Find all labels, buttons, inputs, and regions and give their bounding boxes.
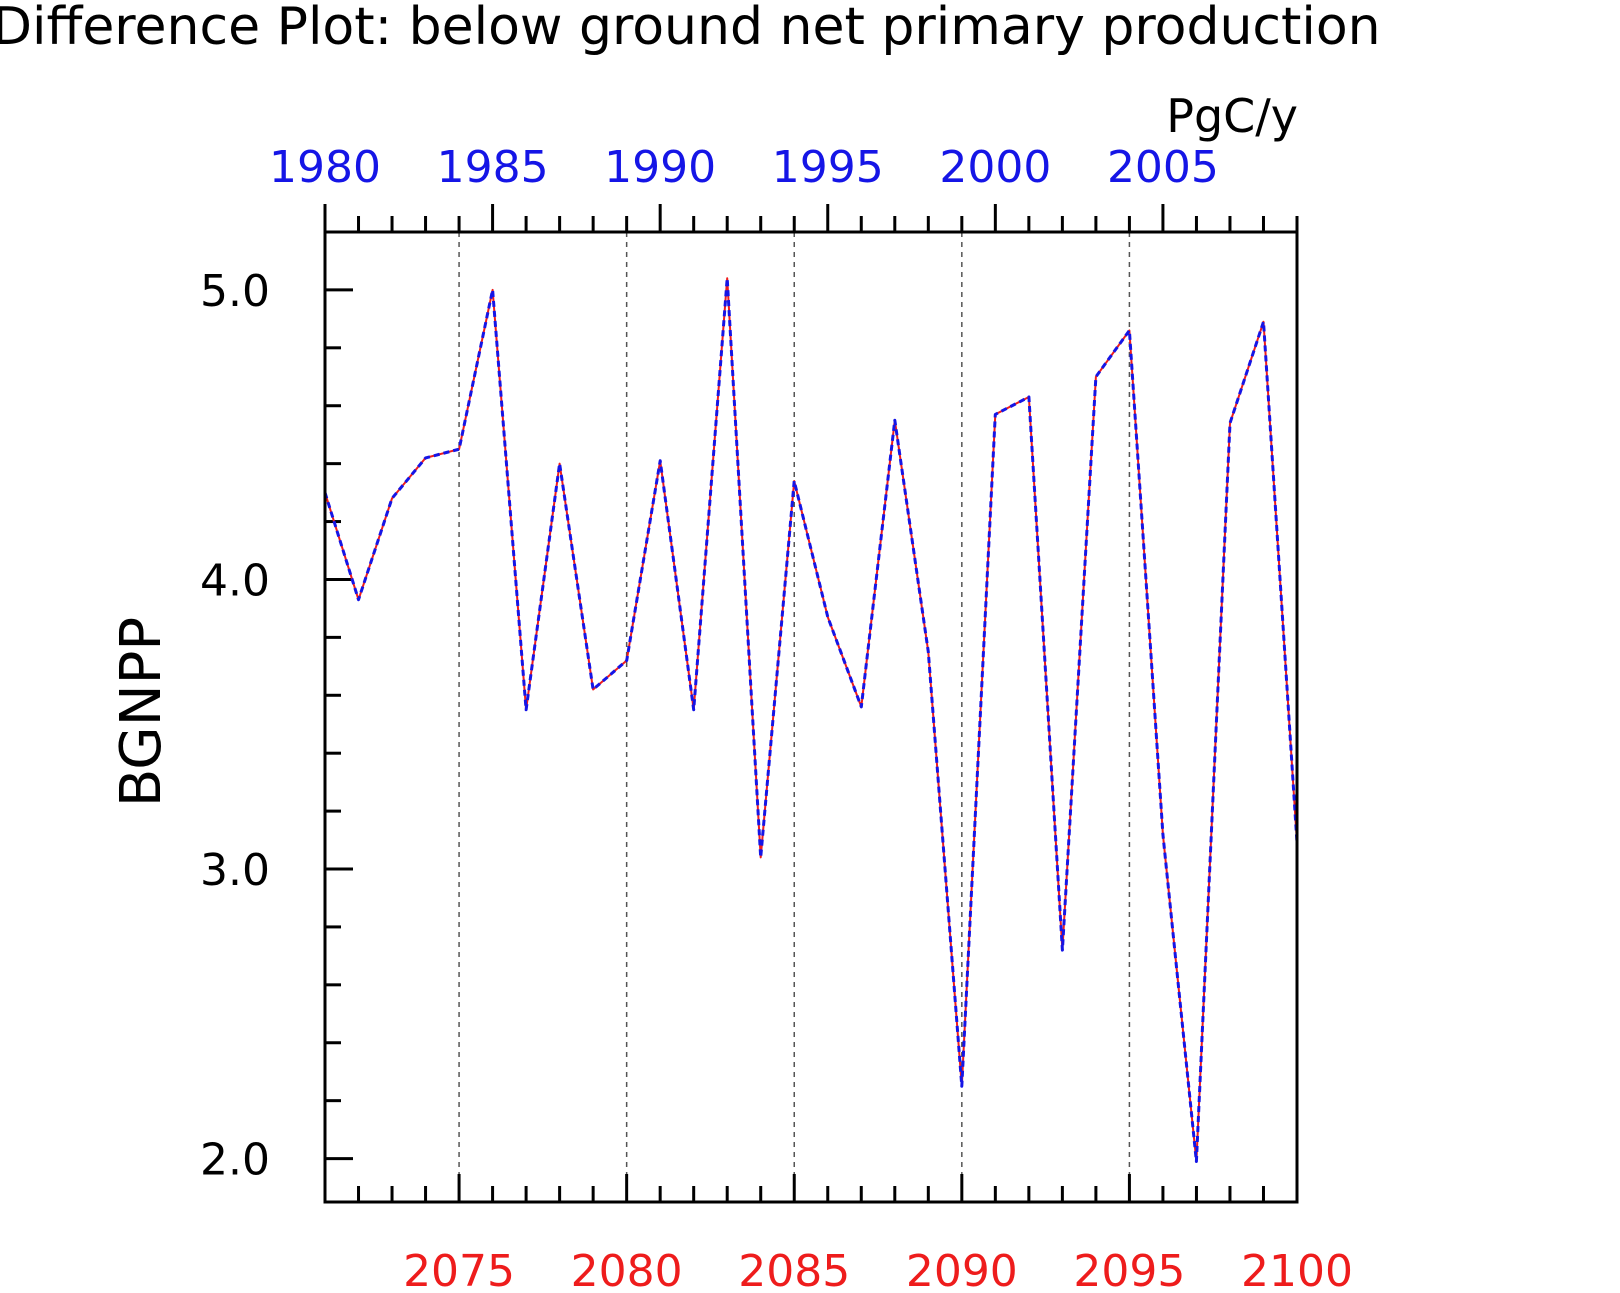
x-bottom-tick-label: 2075 [403, 1246, 515, 1293]
axis-ticks [323, 204, 1299, 1202]
x-bottom-tick-label: 2085 [738, 1246, 850, 1293]
series-line-blue [323, 276, 1299, 1163]
units-label: PgC/y [1166, 89, 1298, 143]
y-tick-label: 5.0 [200, 266, 270, 317]
x-top-tick-label: 1980 [269, 142, 381, 193]
chart-title: Difference Plot: below ground net primar… [0, 0, 1381, 57]
y-axis-label: BGNPP [109, 617, 174, 807]
y-tick-label: 2.0 [200, 1135, 270, 1186]
data-series [323, 276, 1299, 1163]
x-top-tick-label: 2005 [1107, 142, 1219, 193]
x-bottom-tick-label: 2095 [1073, 1246, 1185, 1293]
x-bottom-tick-label: 2080 [571, 1246, 683, 1293]
series-line-red [324, 277, 1298, 1163]
grid-lines [458, 232, 1131, 1202]
y-tick-label: 3.0 [200, 845, 270, 896]
x-top-tick-label: 1995 [772, 142, 884, 193]
tick-labels: 2.0 3.0 4.0 5.0 2075 2080 2085 2090 2095 2100 1980… [200, 142, 1353, 1293]
x-top-tick-label: 1990 [604, 142, 716, 193]
x-top-tick-label: 2000 [939, 142, 1051, 193]
x-bottom-tick-label: 2100 [1241, 1246, 1353, 1293]
x-bottom-tick-label: 2090 [906, 1246, 1018, 1293]
plot-frame [323, 230, 1299, 1204]
x-top-tick-label: 1985 [437, 142, 549, 193]
y-tick-label: 4.0 [200, 555, 270, 606]
